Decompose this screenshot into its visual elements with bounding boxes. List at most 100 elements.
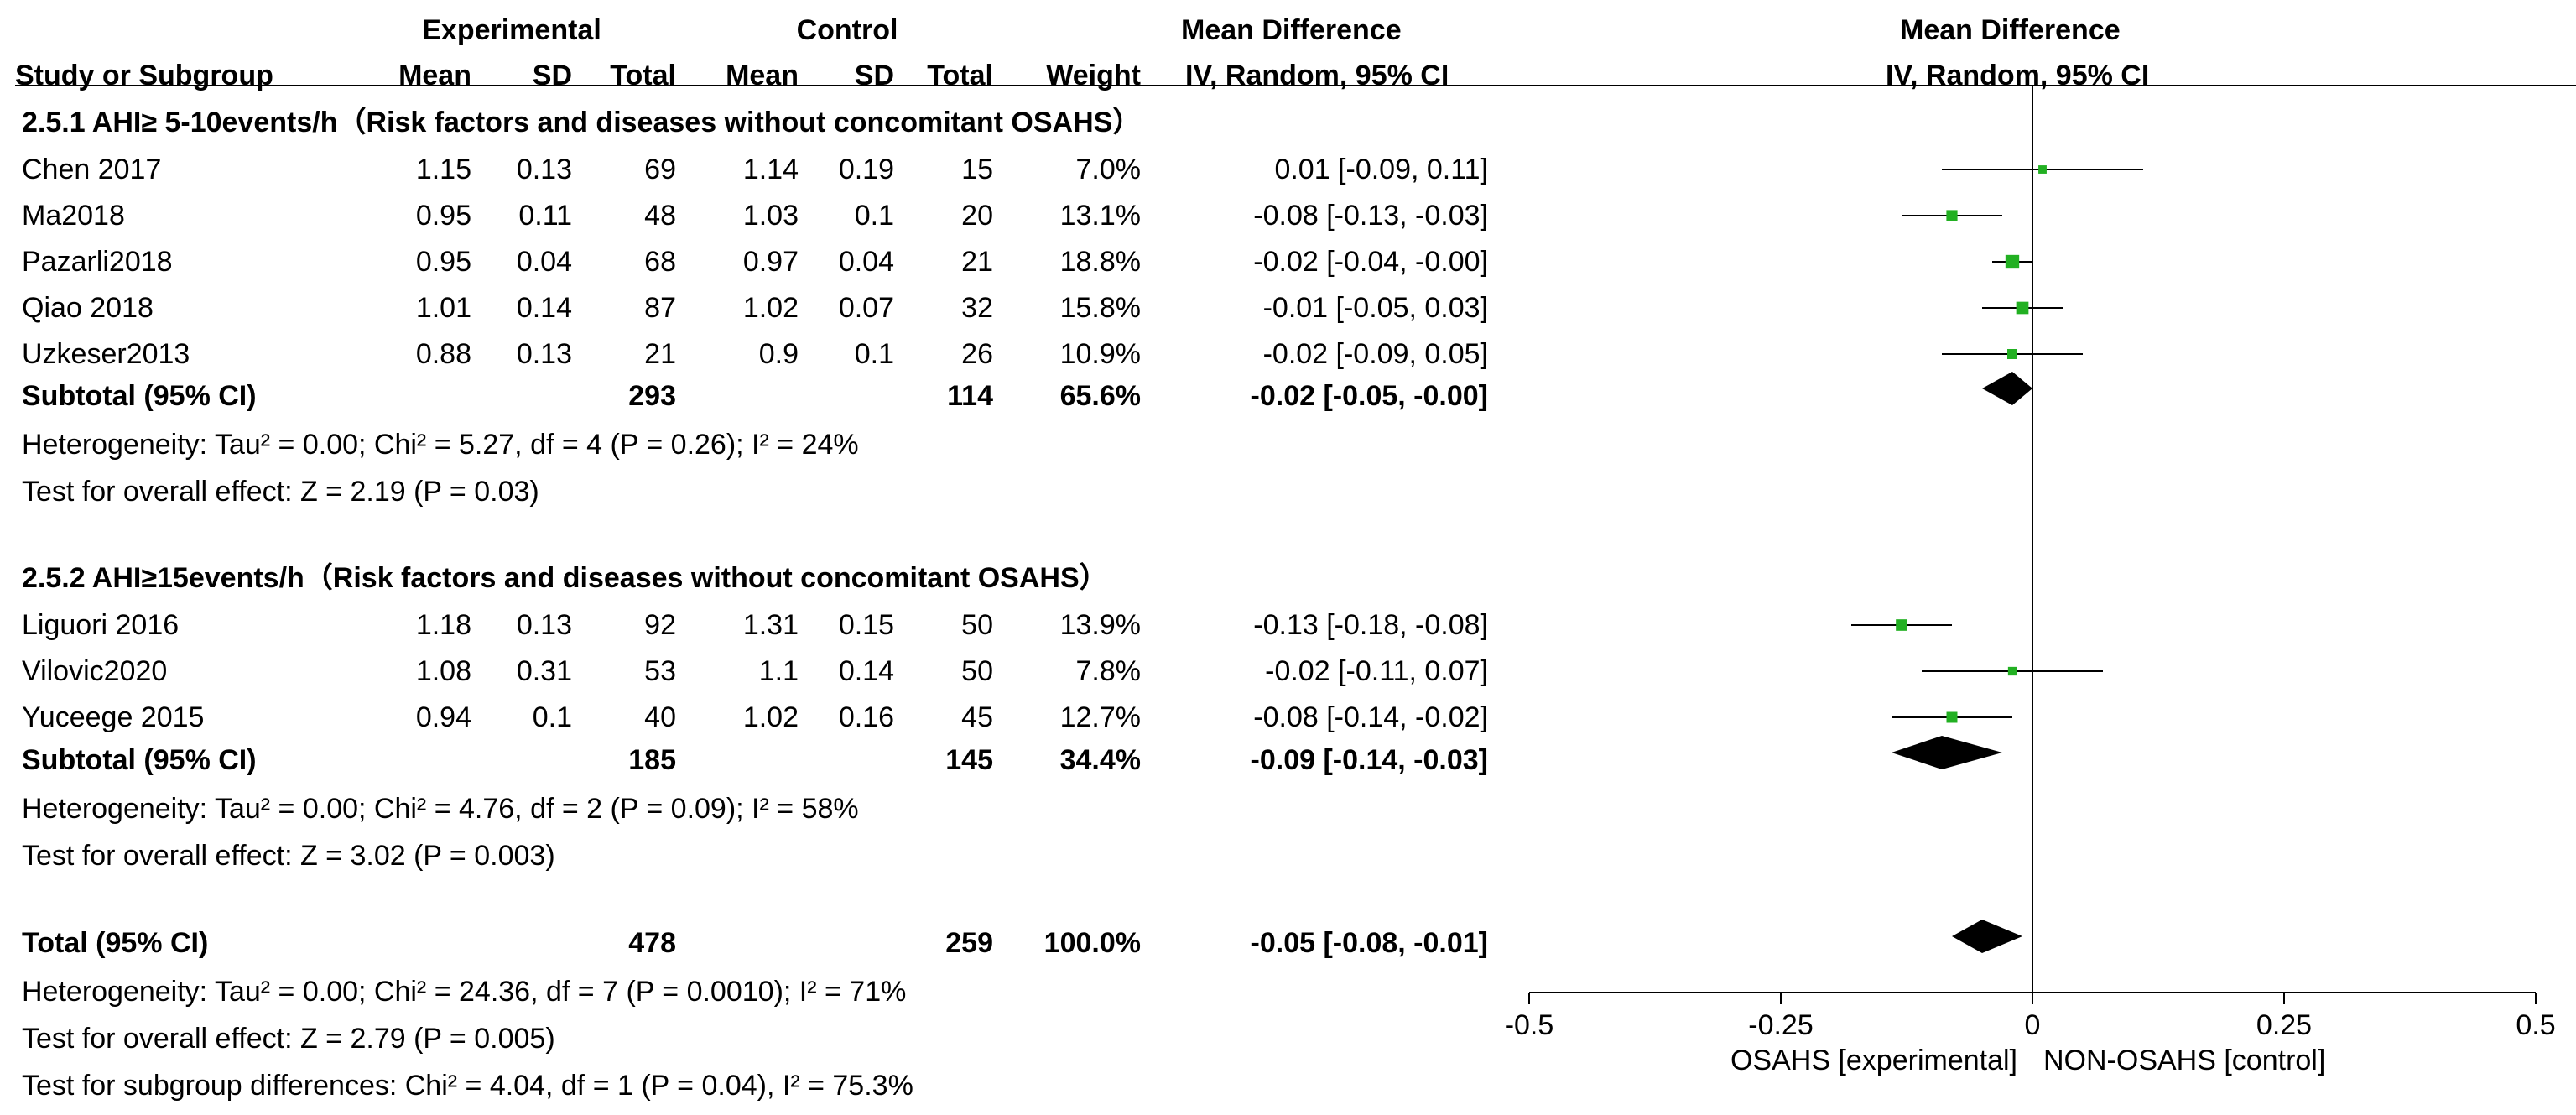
ci: -0.02 [-0.04, -0.00] [1253, 246, 1488, 278]
experimental-header: Experimental [422, 14, 601, 46]
total-weight: 100.0% [1043, 927, 1141, 959]
overall-effect-text: Test for overall effect: Z = 3.02 (P = 0… [22, 840, 555, 872]
x-label-right: NON-OSAHS [control] [2043, 1045, 2325, 1076]
total-e: 92 [644, 609, 676, 641]
x-tick-label: 0.25 [2256, 1009, 2312, 1041]
ci: -0.08 [-0.14, -0.02] [1253, 701, 1488, 733]
mean-c: 0.97 [742, 246, 799, 278]
total-c: 45 [961, 701, 993, 733]
summary-diamond [1982, 372, 2032, 405]
total-total-e: 478 [628, 927, 676, 959]
mean-c: 1.31 [742, 609, 799, 641]
overall-effect-text: Test for overall effect: Z = 2.19 (P = 0… [22, 476, 539, 508]
sd-e: 0.13 [516, 154, 572, 185]
weight: 15.8% [1059, 292, 1141, 324]
study-marker [2016, 301, 2029, 315]
study-marker [1946, 711, 1958, 723]
total-c: 50 [961, 609, 993, 641]
mean-c: 1.02 [742, 701, 799, 733]
subtotal-weight: 65.6% [1059, 380, 1141, 412]
ci: -0.02 [-0.11, 0.07] [1265, 655, 1488, 687]
study-name: Vilovic2020 [22, 655, 168, 687]
x-tick-label: -0.25 [1748, 1009, 1814, 1041]
total-e: 48 [644, 200, 676, 232]
ci: -0.08 [-0.13, -0.03] [1253, 200, 1488, 232]
study-marker [2007, 349, 2017, 359]
mean-c: 1.14 [742, 154, 799, 185]
total-c: 15 [961, 154, 993, 185]
ci: -0.02 [-0.09, 0.05] [1262, 338, 1488, 370]
sd-c: 0.1 [854, 200, 894, 232]
study-marker [2038, 165, 2047, 174]
weight: 7.0% [1075, 154, 1142, 185]
mean-c: 0.9 [758, 338, 799, 370]
mean-e: 0.94 [415, 701, 471, 733]
x-tick-label: 0.5 [2516, 1009, 2555, 1041]
study-name: Uzkeser2013 [22, 338, 190, 370]
study-marker [1946, 210, 1958, 221]
study-name: Yuceege 2015 [22, 701, 205, 733]
mean-e: 1.08 [415, 655, 471, 687]
forest-table: Experimental Control Mean Difference Stu… [15, 14, 1488, 1102]
sd-c: 0.07 [838, 292, 894, 324]
total-e: 68 [644, 246, 676, 278]
total-total-c: 259 [945, 927, 993, 959]
x-label-left: OSAHS [experimental] [1730, 1045, 2017, 1076]
mean-e: 0.88 [415, 338, 471, 370]
total-c: 20 [961, 200, 993, 232]
summary-diamond [1952, 920, 2022, 953]
total-label: Total (95% CI) [22, 927, 209, 959]
mean-e: 0.95 [415, 200, 471, 232]
control-header: Control [796, 14, 898, 46]
sd-e: 0.1 [532, 701, 572, 733]
weight: 13.1% [1059, 200, 1141, 232]
total-e: 53 [644, 655, 676, 687]
mean-e: 1.01 [415, 292, 471, 324]
mean-e: 1.15 [415, 154, 471, 185]
subgroup-differences-text: Test for subgroup differences: Chi² = 4.… [22, 1070, 913, 1102]
sd-c: 0.14 [838, 655, 894, 687]
ci: -0.13 [-0.18, -0.08] [1253, 609, 1488, 641]
mean-c: 1.1 [758, 655, 799, 687]
mean-difference-header-right: Mean Difference [1900, 14, 2121, 46]
weight: 18.8% [1059, 246, 1141, 278]
ci-header-right: IV, Random, 95% CI [1886, 60, 2150, 91]
total-heterogeneity-text: Heterogeneity: Tau² = 0.00; Chi² = 24.36… [22, 976, 907, 1008]
total-c: 50 [961, 655, 993, 687]
study-marker [2007, 666, 2017, 676]
weight: 10.9% [1059, 338, 1141, 370]
total-c: 32 [961, 292, 993, 324]
weight: 12.7% [1059, 701, 1141, 733]
subtotal-ci: -0.09 [-0.14, -0.03] [1250, 744, 1488, 776]
heterogeneity-text: Heterogeneity: Tau² = 0.00; Chi² = 5.27,… [22, 429, 859, 461]
total-ci: -0.05 [-0.08, -0.01] [1250, 927, 1488, 959]
sd-c: 0.1 [854, 338, 894, 370]
ci: 0.01 [-0.09, 0.11] [1274, 154, 1488, 185]
subtotal-ci: -0.02 [-0.05, -0.00] [1250, 380, 1488, 412]
group-title: 2.5.2 AHI≥15events/h（Risk factors and di… [22, 562, 1108, 594]
study-marker [1896, 619, 1907, 631]
study-marker [2005, 254, 2020, 269]
sd-c: 0.15 [838, 609, 894, 641]
sd-e: 0.04 [516, 246, 572, 278]
sd-e: 0.14 [516, 292, 572, 324]
total-e: 40 [644, 701, 676, 733]
subtotal-label: Subtotal (95% CI) [22, 380, 257, 412]
subtotal-total-e: 185 [628, 744, 676, 776]
study-name: Qiao 2018 [22, 292, 154, 324]
mean-c: 1.02 [742, 292, 799, 324]
weight: 13.9% [1059, 609, 1141, 641]
subtotal-total-c: 114 [947, 380, 993, 412]
sd-c: 0.19 [838, 154, 894, 185]
sd-e: 0.13 [516, 338, 572, 370]
mean-e: 0.95 [415, 246, 471, 278]
header-rule [15, 85, 2576, 86]
study-name: Ma2018 [22, 200, 125, 232]
mean-difference-header-left: Mean Difference [1181, 14, 1402, 46]
heterogeneity-text: Heterogeneity: Tau² = 0.00; Chi² = 4.76,… [22, 793, 859, 825]
sd-c: 0.16 [838, 701, 894, 733]
total-e: 21 [644, 338, 676, 370]
sd-c: 0.04 [838, 246, 894, 278]
ci: -0.01 [-0.05, 0.03] [1262, 292, 1488, 324]
